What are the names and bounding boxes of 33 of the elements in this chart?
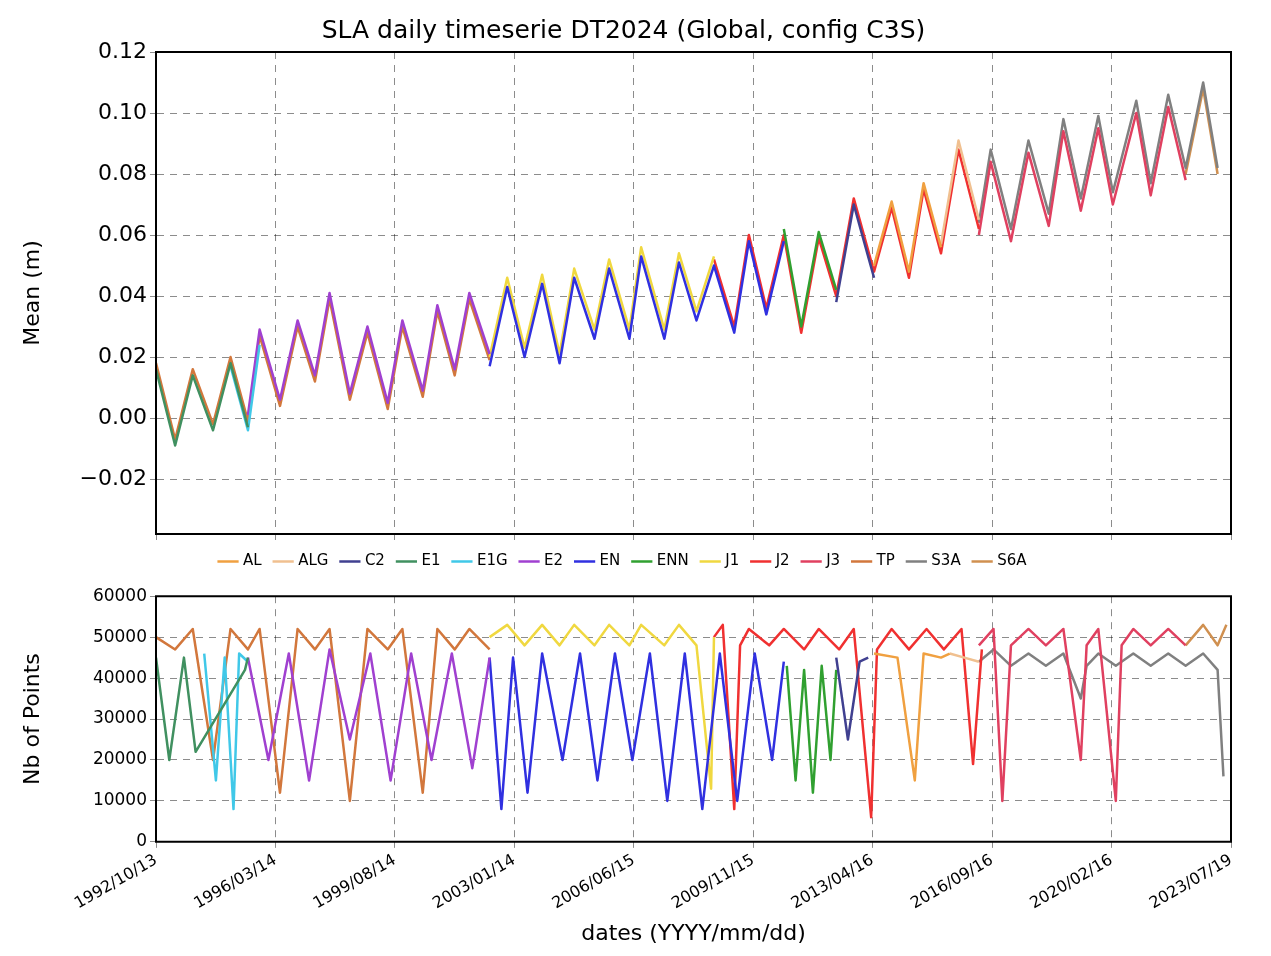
legend-label: E1: [421, 551, 441, 570]
legend-label: TP: [875, 551, 895, 570]
legend-label: S6A: [997, 551, 1028, 570]
x-axis-title: dates (YYYY/mm/dd): [581, 919, 806, 945]
y-tick-label: 40000: [92, 666, 147, 687]
y-tick-label: 0.08: [98, 159, 147, 185]
legend-label: J1: [724, 551, 740, 570]
legend-label: E2: [544, 551, 564, 570]
y-tick-label: 0.12: [98, 37, 147, 63]
legend-label: J3: [825, 551, 841, 570]
y-tick-label: 0.10: [98, 98, 147, 124]
y-tick-label: 50000: [92, 625, 147, 646]
legend-label: S3A: [931, 551, 962, 570]
y-axis-title: Mean (m): [18, 240, 44, 346]
legend-label: ALG: [298, 551, 329, 570]
legend-label: J2: [774, 551, 790, 570]
y-tick-label: 60000: [92, 584, 147, 605]
legend-label: E1G: [476, 551, 508, 570]
y-tick-label: 0.06: [98, 220, 147, 246]
y-tick-label: 0.02: [98, 342, 147, 368]
y-tick-label: 10000: [92, 789, 147, 810]
y-tick-label: 20000: [92, 748, 147, 769]
legend-label: EN: [599, 551, 621, 570]
y-axis-title: Nb of Points: [18, 653, 44, 785]
y-tick-label: 0: [136, 830, 147, 851]
y-tick-label: 30000: [92, 707, 147, 728]
legend-label: C2: [364, 551, 385, 570]
y-tick-label: −0.02: [79, 464, 147, 490]
chart-title: SLA daily timeserie DT2024 (Global, config C3S): [321, 14, 926, 44]
y-tick-label: 0.04: [98, 281, 147, 307]
y-tick-label: 0.00: [98, 403, 147, 429]
legend-label: AL: [243, 551, 263, 570]
legend-label: ENN: [656, 551, 689, 570]
